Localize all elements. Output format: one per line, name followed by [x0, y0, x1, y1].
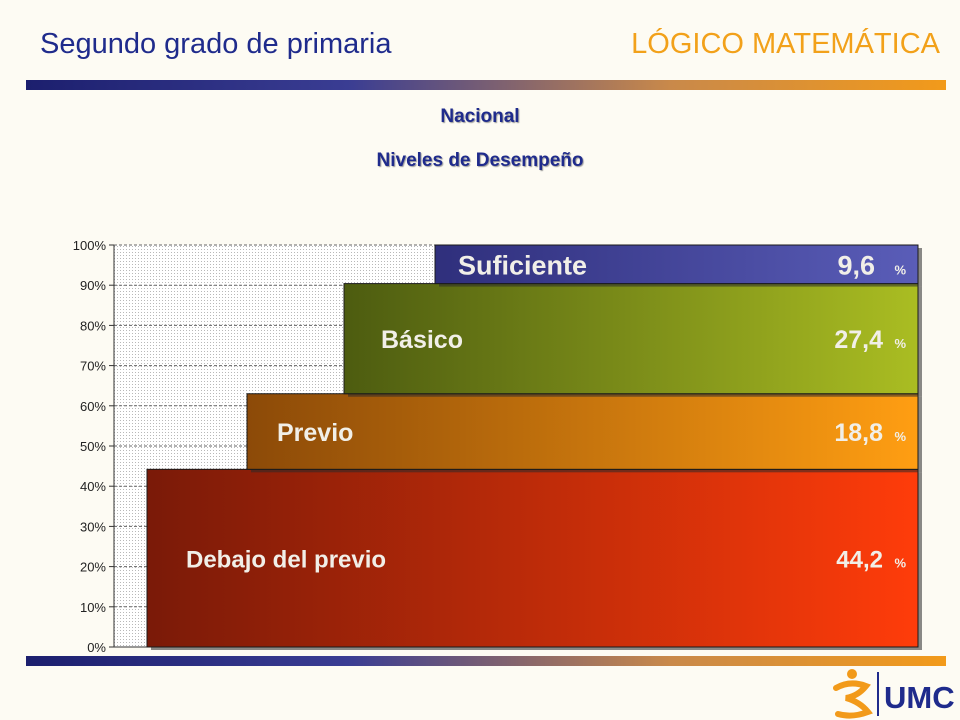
umc-logo: UMC	[833, 669, 955, 719]
bar-label-suficiente: Suficiente	[458, 251, 587, 281]
y-tick-label: 20%	[80, 560, 106, 575]
bar-unit: %	[894, 263, 906, 278]
header-title: Segundo grado de primaria	[40, 28, 392, 60]
header-rule	[26, 80, 946, 90]
y-tick-label: 40%	[80, 479, 106, 494]
bar-suficiente	[434, 244, 919, 285]
y-tick-label: 90%	[80, 278, 106, 293]
bar-label-previo: Previo	[277, 419, 353, 447]
footer-rule	[26, 656, 946, 666]
y-tick-label: 0%	[87, 640, 106, 655]
y-tick-label: 30%	[80, 519, 106, 534]
subject-title: LÓGICO MATEMÁTICA	[631, 28, 940, 60]
bar-value-previo: 18,8	[834, 419, 883, 447]
y-tick-label: 50%	[80, 439, 106, 454]
bar-unit: %	[894, 336, 906, 351]
y-tick-label: 10%	[80, 600, 106, 615]
bar-value-basico: 27,4	[834, 326, 883, 354]
y-tick-label: 100%	[73, 238, 107, 253]
chart-subtitle: Niveles de Desempeño	[376, 150, 584, 171]
bar-label-basico: Básico	[381, 326, 463, 354]
logo-figure-icon	[833, 680, 873, 719]
bar-unit: %	[894, 429, 906, 444]
bar-label-debajo-del-previo: Debajo del previo	[186, 546, 386, 573]
bar-debajo-del-previo	[146, 468, 919, 648]
bar-basico	[343, 283, 919, 395]
bar-value-suficiente: 9,6	[837, 251, 875, 281]
y-tick-label: 70%	[80, 359, 106, 374]
bar-value-debajo-del-previo: 44,2	[836, 546, 883, 573]
chart-title: Nacional	[440, 106, 520, 127]
y-tick-label: 60%	[80, 399, 106, 414]
bar-previo	[246, 393, 919, 470]
bar-unit: %	[894, 555, 906, 570]
y-tick-label: 80%	[80, 318, 106, 333]
logo-text: UMC	[884, 680, 955, 715]
logo-figure-head-icon	[847, 669, 857, 679]
